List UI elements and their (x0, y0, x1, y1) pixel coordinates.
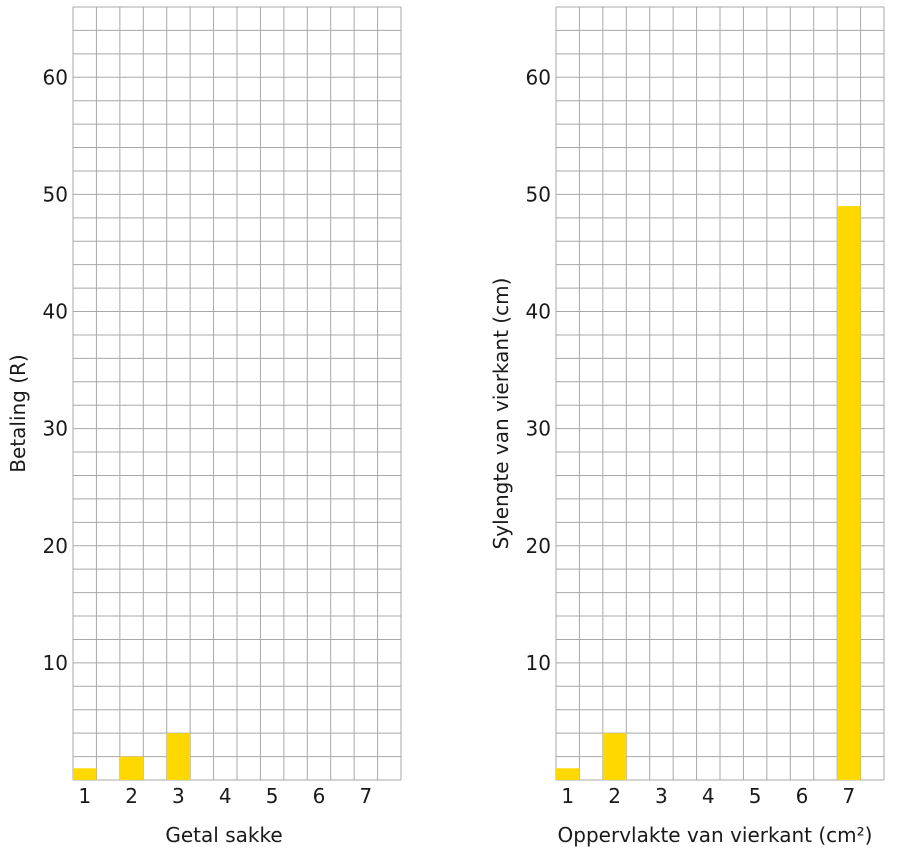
y-tick-label: 40 (526, 300, 551, 324)
bar-1 (556, 768, 580, 780)
x-axis-label: Oppervlakte van vierkant (cm²) (558, 823, 873, 847)
bar-1 (73, 768, 97, 780)
x-tick-label: 7 (842, 784, 855, 808)
grid (72, 6, 402, 781)
payment-chart: 1 2 3 4 5 6 7 10 20 30 40 50 60 Getal sakke Betaling (… (6, 6, 402, 847)
x-tick-label: 3 (655, 784, 668, 808)
x-tick-label: 5 (266, 784, 279, 808)
x-axis-label: Getal sakke (165, 823, 282, 847)
y-tick-label: 30 (526, 417, 551, 441)
x-tick-label: 1 (561, 784, 574, 808)
bar-7 (837, 206, 861, 780)
y-tick-label: 40 (43, 300, 68, 324)
y-tick-label: 60 (43, 65, 68, 89)
x-tick-label: 7 (359, 784, 372, 808)
x-tick-label: 6 (796, 784, 809, 808)
bar-3 (166, 733, 191, 780)
y-tick-label: 50 (43, 182, 68, 206)
x-tick-label: 3 (172, 784, 185, 808)
y-tick-label: 10 (43, 651, 68, 675)
x-tick-label: 2 (608, 784, 621, 808)
square-side-chart: 1 2 3 4 5 6 7 10 20 30 40 50 60 Oppervlakte van vierk… (489, 6, 885, 847)
y-tick-label: 30 (43, 417, 68, 441)
x-tick-label: 4 (219, 784, 232, 808)
y-tick-label: 20 (526, 534, 551, 558)
x-tick-label: 6 (313, 784, 326, 808)
y-tick-label: 60 (526, 65, 551, 89)
bar-2 (602, 733, 627, 780)
y-axis-label: Sylengte van vierkant (cm) (489, 278, 513, 550)
y-tick-label: 10 (526, 651, 551, 675)
y-tick-label: 50 (526, 182, 551, 206)
x-tick-label: 1 (78, 784, 91, 808)
x-tick-label: 5 (749, 784, 762, 808)
grid (555, 6, 885, 781)
bar-2 (119, 756, 144, 780)
y-tick-label: 20 (43, 534, 68, 558)
y-axis-label: Betaling (R) (6, 354, 30, 472)
x-tick-label: 4 (702, 784, 715, 808)
x-tick-label: 2 (125, 784, 138, 808)
